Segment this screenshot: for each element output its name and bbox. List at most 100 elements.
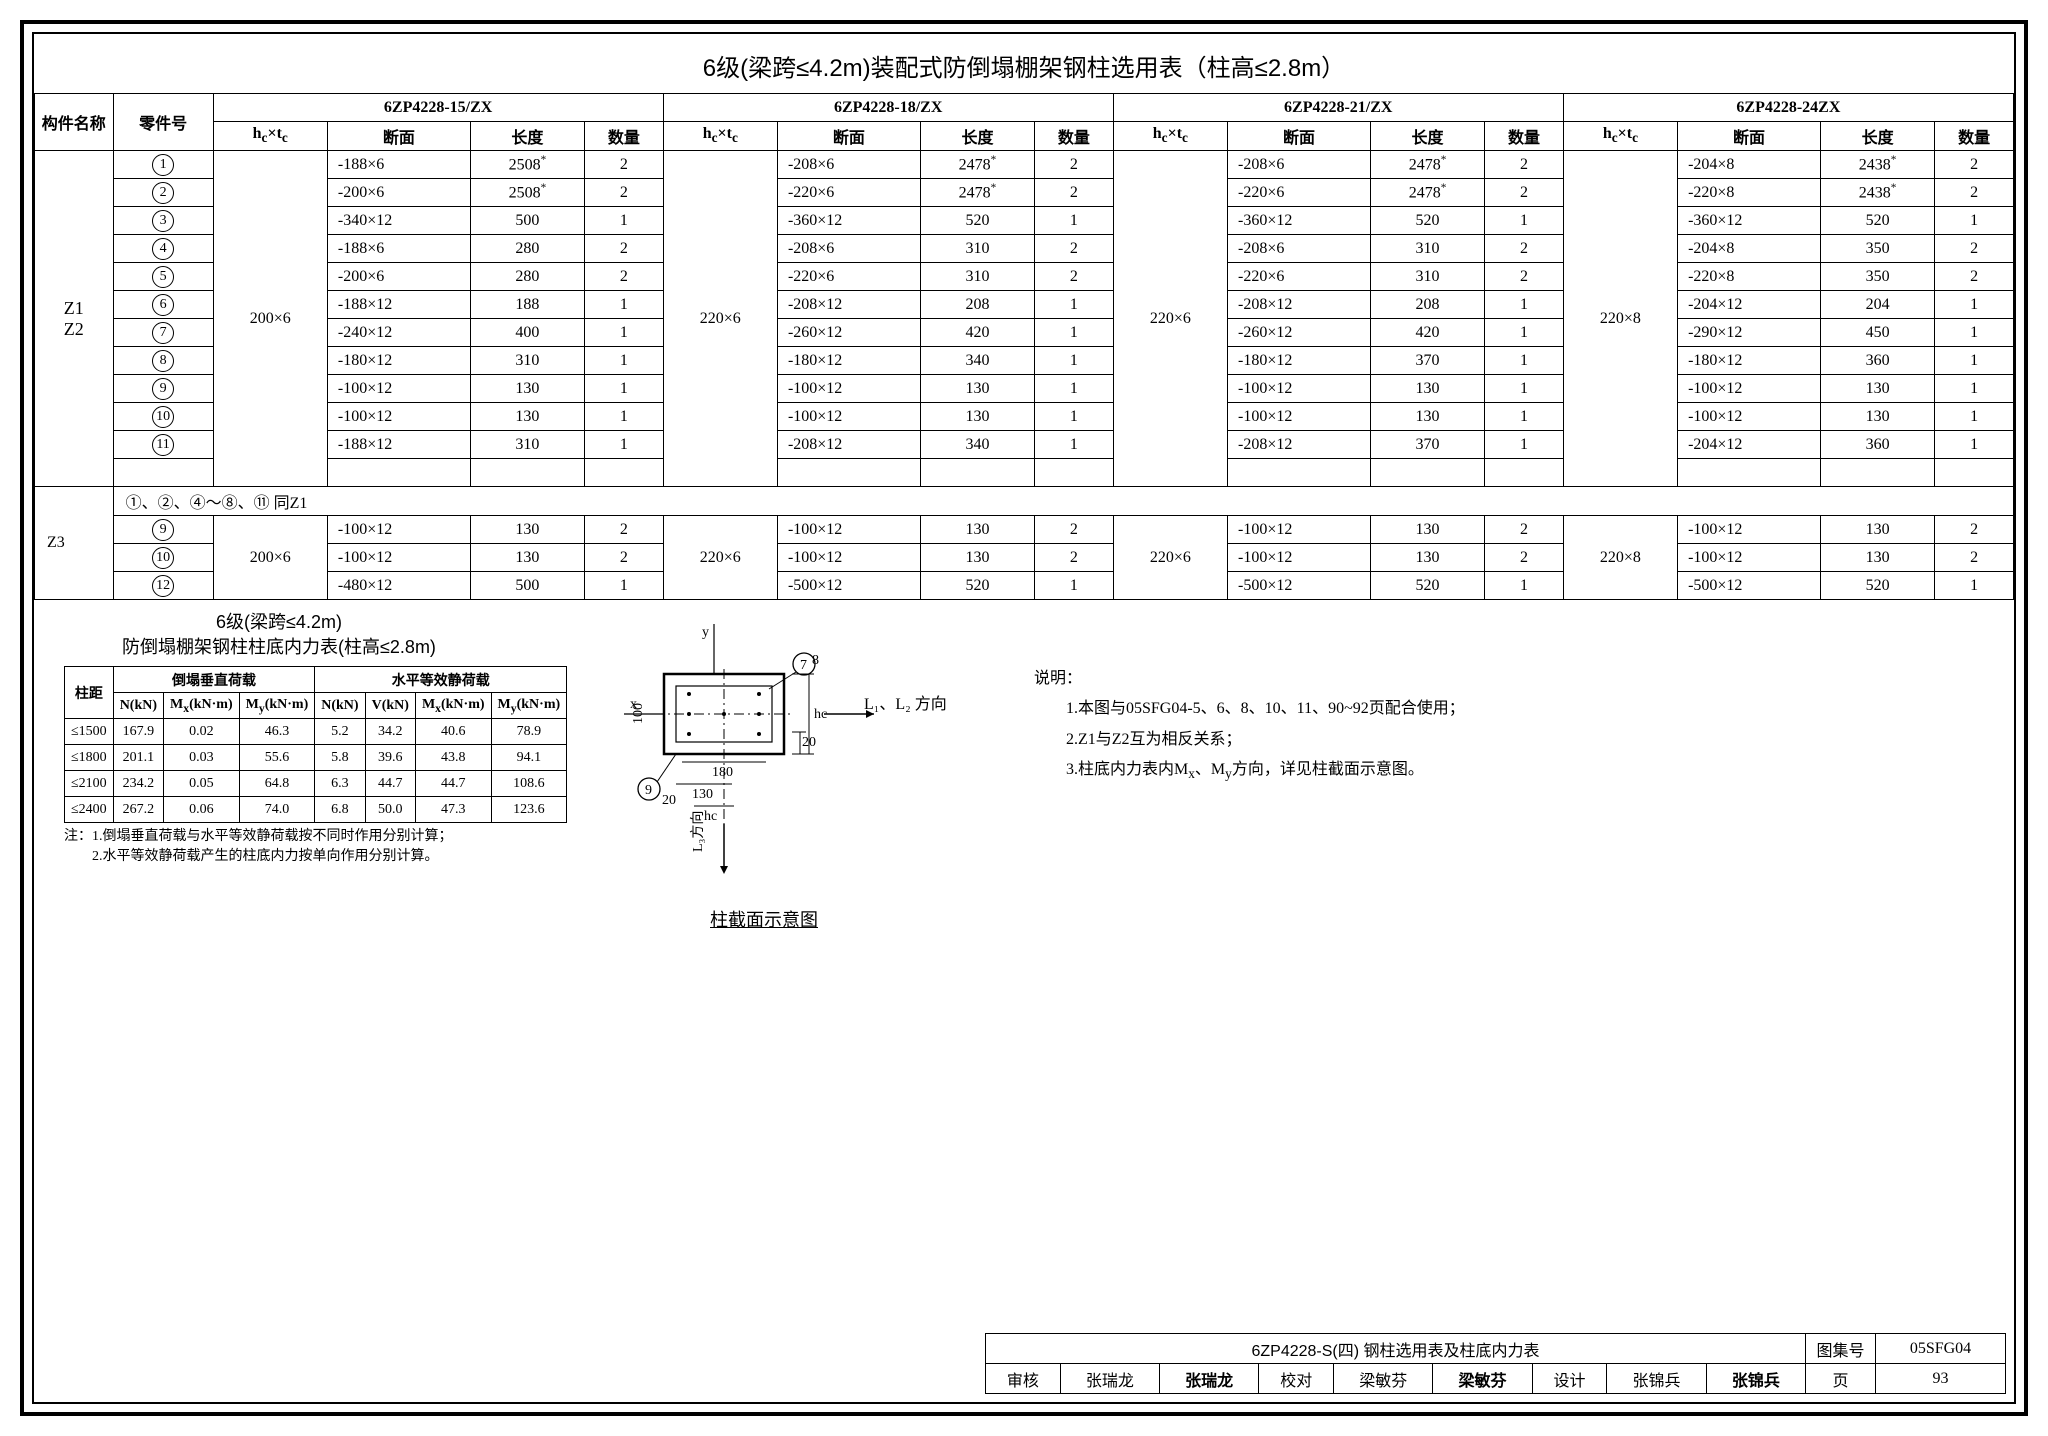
cell: -100×12: [1678, 375, 1821, 403]
cell: 2: [1035, 263, 1114, 291]
th-sub-2-1: 断面: [1228, 122, 1371, 151]
part-10: 10: [113, 544, 213, 572]
cell: 520: [1370, 572, 1484, 600]
cell: 2508*: [470, 151, 584, 179]
ft-cell: 74.0: [239, 797, 315, 823]
cell: 188: [470, 291, 584, 319]
ft-cell: ≤2400: [65, 797, 114, 823]
ft-cell: 34.2: [365, 719, 415, 745]
cell: -208×6: [1228, 151, 1371, 179]
th-sub-1-3: 数量: [1035, 122, 1114, 151]
cell: -208×12: [777, 291, 920, 319]
cell: 2: [1485, 235, 1564, 263]
note-line-0: 1.本图与05SFG04-5、6、8、10、11、90~92页配合使用；: [1034, 694, 1465, 724]
part-3: 3: [113, 207, 213, 235]
cell: -180×12: [1228, 347, 1371, 375]
ft-cell: 267.2: [113, 797, 163, 823]
th-sub-2-2: 长度: [1370, 122, 1484, 151]
cell: 350: [1820, 263, 1934, 291]
ft-sub-0: N(kN): [113, 693, 163, 719]
cell: 1: [1935, 291, 2014, 319]
cell: 2508*: [470, 179, 584, 207]
cell: 2: [1935, 179, 2014, 207]
cell: 1: [1935, 375, 2014, 403]
cell: 1: [1935, 403, 2014, 431]
cell: -240×12: [327, 319, 470, 347]
tb-main: 6ZP4228-S(四) 钢柱选用表及柱底内力表: [986, 1334, 1806, 1364]
cell: -100×12: [327, 516, 470, 544]
hctc-1: 220×6: [663, 151, 777, 487]
selection-table: 构件名称零件号6ZP4228-15/ZX6ZP4228-18/ZX6ZP4228…: [34, 93, 2014, 600]
drawing-frame: 6级(梁跨≤4.2m)装配式防倒塌棚架钢柱选用表（柱高≤2.8m） 构件名称零件…: [32, 32, 2016, 1404]
ft-cell: 167.9: [113, 719, 163, 745]
cell: 1: [1485, 431, 1564, 459]
cell: 2478*: [1370, 179, 1484, 207]
cell: 1: [585, 403, 664, 431]
th-sub-3-0: hc×tc: [1563, 122, 1677, 151]
cell: 2: [1485, 516, 1564, 544]
cell: -500×12: [777, 572, 920, 600]
cell: 340: [920, 431, 1034, 459]
cell: -208×6: [777, 151, 920, 179]
cell: 520: [1820, 572, 1934, 600]
cell: 2: [1935, 544, 2014, 572]
cell: -204×8: [1678, 235, 1821, 263]
ft-cell: 46.3: [239, 719, 315, 745]
ft-cell: 47.3: [415, 797, 491, 823]
cell: -100×12: [327, 403, 470, 431]
cell: -500×12: [1678, 572, 1821, 600]
cell: 1: [585, 572, 664, 600]
ft-sub-4: V(kN): [365, 693, 415, 719]
cell: 130: [1820, 544, 1934, 572]
notes-head: 说明：: [1034, 664, 1465, 694]
th-sub-0-1: 断面: [327, 122, 470, 151]
cell: 1: [1485, 403, 1564, 431]
diagram-caption: 柱截面示意图: [554, 906, 974, 932]
cell: -100×12: [327, 544, 470, 572]
cell: 2: [1935, 516, 2014, 544]
cell: 280: [470, 235, 584, 263]
cell: -290×12: [1678, 319, 1821, 347]
hctc-3: 220×8: [1563, 151, 1677, 487]
z3-label: Z3: [35, 487, 114, 600]
cell: -180×12: [1678, 347, 1821, 375]
ft-cell: 6.8: [315, 797, 365, 823]
cell: 2: [1935, 263, 2014, 291]
ft-g2: 水平等效静荷载: [315, 667, 567, 693]
cell: -188×6: [327, 151, 470, 179]
force-title-1: 6级(梁跨≤4.2m): [216, 612, 342, 632]
cell: -200×6: [327, 179, 470, 207]
part-11: 11: [113, 431, 213, 459]
cell: 1: [1935, 347, 2014, 375]
ft-cell: 39.6: [365, 745, 415, 771]
cell: 1: [1035, 207, 1114, 235]
tb-jd-s: 梁敏芬: [1433, 1364, 1532, 1394]
tb-tjh-v: 05SFG04: [1876, 1334, 2006, 1364]
title-block: 6ZP4228-S(四) 钢柱选用表及柱底内力表 图集号 05SFG04 审核 …: [985, 1333, 2006, 1394]
cell: 130: [470, 544, 584, 572]
section-diagram: y x 7 8 9 hc 20 180: [554, 604, 974, 932]
cell: 1: [1035, 291, 1114, 319]
part-12: 12: [113, 572, 213, 600]
cell: -188×6: [327, 235, 470, 263]
cell: 280: [470, 263, 584, 291]
tb-jd: 校对: [1259, 1364, 1334, 1394]
cell: 1: [1485, 347, 1564, 375]
ft-cell: 50.0: [365, 797, 415, 823]
part-5: 5: [113, 263, 213, 291]
part-9: 9: [113, 375, 213, 403]
z3-hctc-2: 220×6: [1113, 516, 1227, 600]
cell: -180×12: [777, 347, 920, 375]
ft-col1: 柱距: [65, 667, 114, 719]
cell: 1: [585, 375, 664, 403]
cell: 2: [585, 179, 664, 207]
ft-cell: ≤1800: [65, 745, 114, 771]
cell: -100×12: [1228, 516, 1371, 544]
cell: 2: [1035, 235, 1114, 263]
cell: 370: [1370, 347, 1484, 375]
ft-g1: 倒塌垂直荷载: [113, 667, 315, 693]
cell: -220×6: [1228, 263, 1371, 291]
th-sub-3-1: 断面: [1678, 122, 1821, 151]
cell: 2478*: [1370, 151, 1484, 179]
cell: 420: [1370, 319, 1484, 347]
